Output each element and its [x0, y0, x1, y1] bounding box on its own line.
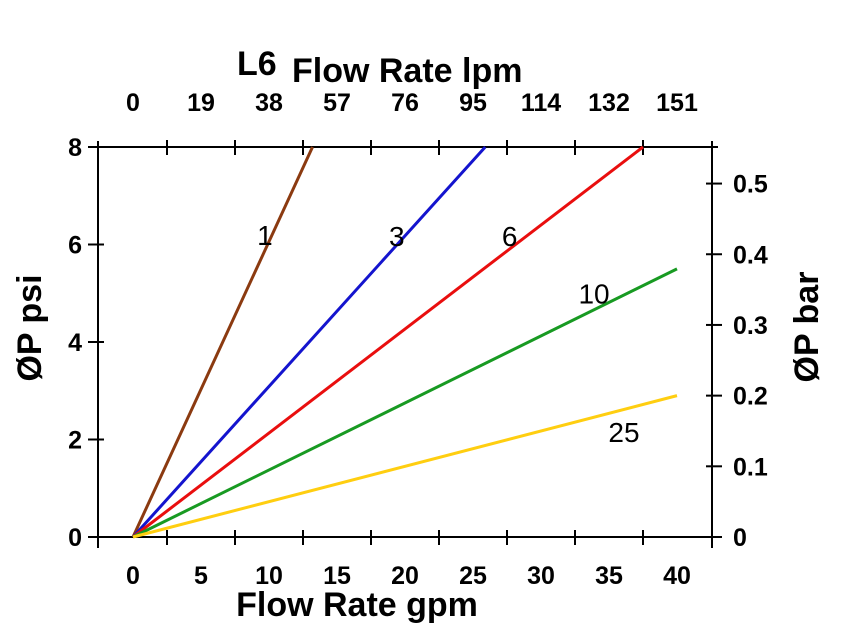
- series-line-3: [131, 145, 487, 539]
- top-axis-title: Flow Rate lpm: [292, 52, 523, 90]
- series-label-3: 3: [389, 221, 405, 252]
- bottom-axis-tick-label: 35: [595, 562, 623, 590]
- bottom-axis-tick-label: 15: [323, 562, 351, 590]
- top-axis-tick-label: 19: [187, 89, 215, 117]
- model-label: L6: [237, 45, 277, 83]
- top-axis-tick-label: 132: [588, 89, 630, 117]
- series-line-1: [131, 146, 314, 538]
- top-axis-tick-label: 151: [656, 89, 698, 117]
- bottom-axis-tick-label: 25: [459, 562, 487, 590]
- series-label-6: 6: [502, 221, 518, 252]
- series-line-6: [132, 145, 644, 539]
- left-axis-title: ØP psi: [11, 274, 49, 382]
- left-axis-tick-label: 0: [68, 524, 82, 552]
- bottom-axis-tick-label: 5: [194, 562, 208, 590]
- bottom-axis-tick-label: 30: [527, 562, 555, 590]
- bottom-axis-tick-label: 40: [663, 562, 691, 590]
- top-axis-tick-label: 95: [459, 89, 487, 117]
- series-label-1: 1: [257, 220, 273, 251]
- bottom-axis-title: Flow Rate gpm: [236, 586, 478, 624]
- bottom-axis-tick-label: 0: [126, 562, 140, 590]
- right-axis-tick-label: 0.3: [733, 312, 768, 340]
- series-line-25: [132, 394, 678, 539]
- left-axis-tick-label: 6: [68, 232, 82, 260]
- series-label-25: 25: [608, 417, 639, 448]
- left-axis-tick-label: 2: [68, 427, 82, 455]
- left-axis-tick-label: 8: [68, 134, 82, 162]
- right-axis-tick-label: 0.5: [733, 171, 768, 199]
- right-axis-tick-label: 0: [733, 524, 747, 552]
- top-axis-tick-label: 114: [521, 89, 561, 117]
- bottom-axis-tick-label: 10: [255, 562, 283, 590]
- left-axis-tick-label: 4: [68, 329, 82, 357]
- right-axis-title: ØP bar: [788, 271, 826, 383]
- bottom-axis-tick-label: 20: [391, 562, 419, 590]
- series-line-10: [132, 267, 678, 539]
- top-axis-tick-label: 57: [323, 89, 351, 117]
- right-axis-tick-label: 0.1: [733, 453, 768, 481]
- top-axis-tick-label: 0: [126, 89, 140, 117]
- right-axis-tick-label: 0.2: [733, 383, 768, 411]
- top-axis-tick-label: 76: [391, 89, 419, 117]
- series-label-10: 10: [578, 278, 609, 309]
- top-axis-tick-label: 38: [255, 89, 283, 117]
- right-axis-tick-label: 0.4: [733, 241, 768, 269]
